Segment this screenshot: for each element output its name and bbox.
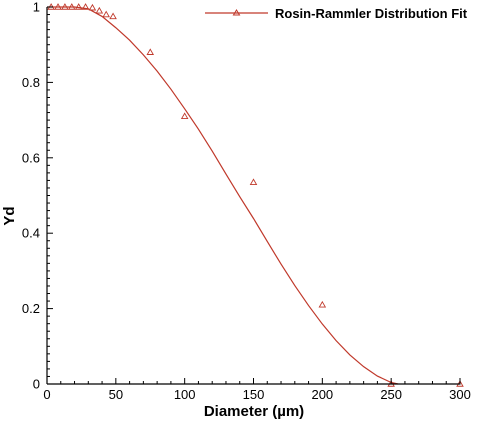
data-point-triangle: [68, 3, 76, 10]
legend-label: Rosin-Rammler Distribution Fit: [275, 6, 468, 21]
data-point-triangle: [102, 10, 110, 18]
data-point-triangle: [74, 3, 83, 10]
data-point-triangle: [249, 178, 258, 186]
y-tick-label: 0.4: [22, 226, 40, 241]
x-tick-label: 100: [174, 387, 196, 402]
y-axis-title: Yd: [1, 206, 18, 225]
x-tick-label: 200: [311, 387, 333, 402]
data-point-triangle: [88, 3, 97, 11]
data-point-triangle: [318, 300, 327, 308]
x-tick-label: 250: [380, 387, 402, 402]
data-point-triangle: [61, 3, 69, 10]
fit-curve-line: [47, 6, 399, 385]
marker-layer: [47, 3, 464, 387]
x-axis-title: Diameter (µm): [204, 403, 304, 420]
tick-labels: 0 50 100 150 200 250 300 0 0.2 0.4 0.6 0.8 1: [22, 0, 471, 402]
legend-triangle-marker: [232, 9, 241, 16]
x-tick-label: 50: [109, 387, 123, 402]
data-point-triangle: [54, 3, 62, 10]
x-tick-label: 0: [43, 387, 50, 402]
y-tick-label: 0: [33, 377, 40, 392]
axes: [46, 6, 461, 385]
y-tick-label: 0.8: [22, 75, 40, 90]
data-point-triangle: [81, 3, 90, 10]
y-tick-label: 0.6: [22, 150, 40, 165]
data-point-triangle: [146, 48, 155, 55]
data-point-triangle: [109, 12, 117, 20]
y-tick-label: 0.2: [22, 301, 40, 316]
fit-curve-layer: [47, 6, 399, 385]
x-tick-label: 300: [449, 387, 471, 402]
data-point-triangle: [180, 112, 189, 120]
data-point-triangle: [95, 6, 104, 14]
y-tick-label: 1: [33, 0, 40, 15]
x-tick-label: 150: [243, 387, 265, 402]
legend: Rosin-Rammler Distribution Fit: [205, 6, 468, 21]
